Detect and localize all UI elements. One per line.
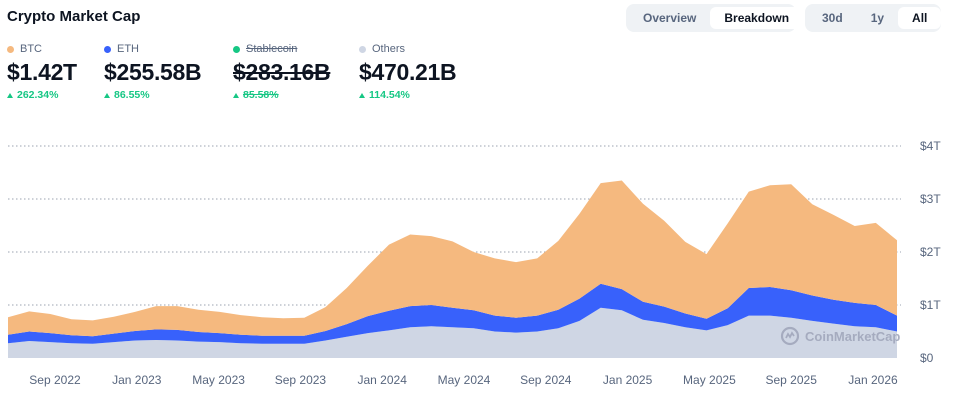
metric-value: $470.21B — [359, 59, 457, 85]
x-tick-label: Sep 2024 — [520, 373, 572, 387]
coinmarketcap-logo-icon — [780, 326, 800, 346]
x-tick-label: May 2024 — [438, 373, 491, 387]
y-tick-label: $4T — [920, 139, 941, 153]
y-tick-label: $3T — [920, 192, 941, 206]
area-others — [8, 307, 897, 358]
range-30d[interactable]: 30d — [822, 11, 843, 25]
metric-others[interactable]: Others $470.21B 114.54% — [359, 43, 457, 101]
metric-change: 262.34% — [17, 89, 59, 101]
area-btc — [8, 180, 897, 337]
y-tick-label: $1T — [920, 298, 941, 312]
watermark-text: CoinMarketCap — [805, 328, 901, 344]
range-all[interactable]: All — [898, 7, 942, 29]
metric-name: Others — [372, 43, 406, 55]
eth-legend-dot — [104, 45, 111, 53]
x-tick-label: Sep 2025 — [766, 373, 818, 387]
y-tick-label: $0 — [920, 351, 934, 365]
btc-legend-dot — [7, 45, 14, 53]
x-tick-label: Jan 2023 — [112, 373, 162, 387]
metric-btc[interactable]: BTC $1.42T 262.34% — [7, 43, 77, 101]
metric-value: $255.58B — [104, 59, 202, 85]
x-tick-label: Jan 2026 — [848, 373, 898, 387]
x-tick-label: Jan 2025 — [603, 373, 653, 387]
x-tick-label: May 2025 — [683, 373, 736, 387]
range-1y[interactable]: 1y — [870, 11, 885, 25]
metric-eth[interactable]: ETH $255.58B 86.55% — [104, 43, 202, 101]
x-tick-label: Sep 2023 — [275, 373, 327, 387]
page-title: Crypto Market Cap — [7, 8, 141, 25]
tab-breakdown[interactable]: Breakdown — [710, 7, 804, 29]
market-cap-chart[interactable]: $0 $1T $2T $3T $4T Sep 2022 Jan 2023 May 2023 Se… — [0, 130, 955, 400]
area-eth — [8, 283, 897, 344]
arrow-up-icon — [104, 92, 110, 98]
arrow-up-icon — [233, 92, 239, 98]
metric-value: $1.42T — [7, 59, 77, 85]
y-tick-label: $2T — [920, 245, 941, 259]
view-toggle: Overview Breakdown — [626, 4, 804, 32]
range-toggle: 30d 1y All — [805, 4, 942, 32]
x-tick-label: Sep 2022 — [29, 373, 81, 387]
x-tick-label: May 2023 — [192, 373, 245, 387]
metric-name: ETH — [117, 43, 139, 55]
metric-stablecoin[interactable]: Stablecoin $283.16B 85.58% — [233, 43, 331, 101]
tab-overview[interactable]: Overview — [643, 11, 697, 25]
metric-change: 86.55% — [114, 89, 150, 101]
stablecoin-legend-dot — [233, 45, 240, 53]
x-tick-label: Jan 2024 — [358, 373, 408, 387]
metric-change: 114.54% — [369, 89, 410, 101]
arrow-up-icon — [359, 92, 365, 98]
metric-name: BTC — [20, 43, 42, 55]
watermark: CoinMarketCap — [780, 326, 900, 346]
metric-value: $283.16B — [233, 59, 331, 85]
metric-change: 85.58% — [243, 89, 279, 101]
arrow-up-icon — [7, 92, 13, 98]
metric-name: Stablecoin — [246, 43, 298, 55]
others-legend-dot — [359, 45, 366, 53]
